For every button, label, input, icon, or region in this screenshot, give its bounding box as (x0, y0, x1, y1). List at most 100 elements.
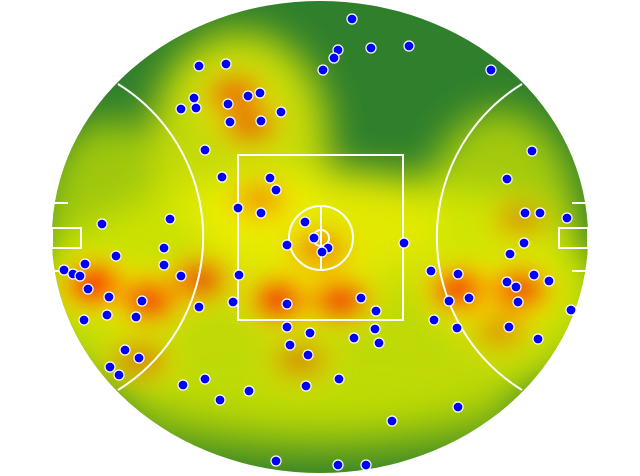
heat-spot (205, 158, 315, 242)
player-marker (532, 333, 544, 345)
player-marker (398, 237, 410, 249)
heat-spot (445, 288, 555, 372)
player-marker (270, 184, 282, 196)
player-marker (190, 102, 202, 114)
player-marker (199, 144, 211, 156)
player-markers (58, 13, 577, 471)
player-marker (275, 106, 287, 118)
player-marker (96, 218, 108, 230)
player-marker (561, 212, 573, 224)
player-marker (328, 52, 340, 64)
player-marker (284, 339, 296, 351)
player-marker (175, 103, 187, 115)
player-marker (193, 301, 205, 313)
player-marker (193, 60, 205, 72)
player-marker (317, 64, 329, 76)
player-marker (565, 304, 577, 316)
left-fifty-arc (117, 83, 205, 391)
player-marker (451, 322, 463, 334)
player-marker (255, 207, 267, 219)
player-marker (519, 207, 531, 219)
player-marker (254, 87, 266, 99)
player-marker (360, 459, 372, 471)
player-marker (281, 239, 293, 251)
heat-spot (245, 318, 355, 402)
player-marker (403, 40, 415, 52)
player-marker (136, 295, 148, 307)
player-marker (74, 270, 86, 282)
player-marker (370, 305, 382, 317)
player-marker (243, 385, 255, 397)
player-marker (485, 64, 497, 76)
player-marker (224, 116, 236, 128)
player-marker (158, 259, 170, 271)
player-marker (534, 207, 546, 219)
player-marker (255, 115, 267, 127)
player-marker (348, 332, 360, 344)
player-marker (164, 213, 176, 225)
player-marker (232, 202, 244, 214)
player-marker (130, 311, 142, 323)
player-marker (199, 373, 211, 385)
player-marker (78, 314, 90, 326)
left-goal-square (51, 227, 82, 249)
player-marker (104, 361, 116, 373)
player-marker (281, 321, 293, 333)
player-marker (113, 369, 125, 381)
player-marker (386, 415, 398, 427)
player-marker (510, 281, 522, 293)
player-marker (543, 275, 555, 287)
player-marker (300, 380, 312, 392)
player-marker (512, 296, 524, 308)
player-marker (369, 323, 381, 335)
player-marker (518, 237, 530, 249)
player-marker (133, 352, 145, 364)
player-marker (177, 379, 189, 391)
heat-spot (465, 178, 575, 262)
player-marker (103, 291, 115, 303)
player-marker (233, 269, 245, 281)
player-marker (503, 321, 515, 333)
right-goal-square (558, 227, 589, 249)
player-marker (304, 327, 316, 339)
player-marker (214, 394, 226, 406)
player-marker (188, 92, 200, 104)
field-markings (51, 83, 589, 391)
player-marker (452, 401, 464, 413)
player-marker (463, 292, 475, 304)
player-marker (216, 171, 228, 183)
player-marker (365, 42, 377, 54)
player-marker (158, 242, 170, 254)
player-marker (333, 373, 345, 385)
player-marker (299, 216, 311, 228)
player-marker (501, 173, 513, 185)
player-marker (270, 455, 282, 467)
player-marker (220, 58, 232, 70)
right-fifty-arc (435, 83, 523, 391)
player-marker (281, 298, 293, 310)
player-marker (428, 314, 440, 326)
player-marker (373, 337, 385, 349)
player-marker (425, 265, 437, 277)
player-marker (101, 309, 113, 321)
player-marker (242, 90, 254, 102)
player-marker (316, 246, 328, 258)
player-marker (308, 232, 320, 244)
player-marker (110, 250, 122, 262)
player-marker (528, 269, 540, 281)
player-marker (355, 292, 367, 304)
player-marker (264, 172, 276, 184)
player-marker (443, 295, 455, 307)
player-marker (346, 13, 358, 25)
player-marker (175, 270, 187, 282)
player-marker (227, 296, 239, 308)
player-marker (332, 459, 344, 471)
player-marker (302, 349, 314, 361)
player-marker (79, 258, 91, 270)
player-marker (119, 344, 131, 356)
player-marker (452, 268, 464, 280)
player-marker (82, 283, 94, 295)
player-marker (504, 248, 516, 260)
player-marker (526, 145, 538, 157)
